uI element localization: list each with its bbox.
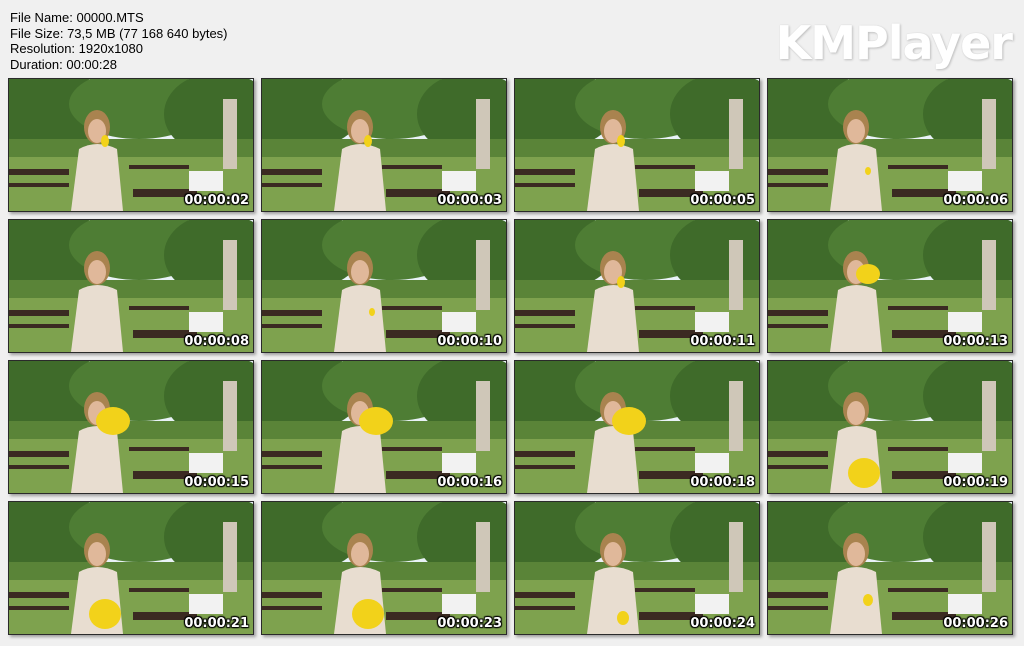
timestamp-label: 00:00:23 [437, 616, 502, 631]
timestamp-label: 00:00:24 [690, 616, 755, 631]
video-frame-image [515, 361, 759, 493]
timestamp-label: 00:00:11 [690, 334, 755, 349]
timestamp-label: 00:00:08 [184, 334, 249, 349]
thumbnail-frame[interactable]: 00:00:03 [261, 78, 507, 212]
file-name-text: File Name: 00000.MTS [10, 10, 144, 25]
timestamp-label: 00:00:06 [943, 193, 1008, 208]
timestamp-label: 00:00:15 [184, 475, 249, 490]
video-frame-image [9, 502, 253, 634]
thumbnail-frame[interactable]: 00:00:11 [514, 219, 760, 353]
video-frame-image [262, 361, 506, 493]
timestamp-label: 00:00:21 [184, 616, 249, 631]
timestamp-label: 00:00:03 [437, 193, 502, 208]
timestamp-label: 00:00:26 [943, 616, 1008, 631]
video-frame-image [768, 361, 1012, 493]
file-info-panel: File Name: 00000.MTS File Size: 73,5 MB … [10, 10, 228, 72]
thumbnail-frame[interactable]: 00:00:08 [8, 219, 254, 353]
video-frame-image [262, 502, 506, 634]
thumbnail-frame[interactable]: 00:00:26 [767, 501, 1013, 635]
timestamp-label: 00:00:16 [437, 475, 502, 490]
video-frame-image [9, 220, 253, 352]
timestamp-label: 00:00:10 [437, 334, 502, 349]
file-size-text: File Size: 73,5 MB (77 168 640 bytes) [10, 25, 228, 41]
video-frame-image [768, 220, 1012, 352]
timestamp-label: 00:00:19 [943, 475, 1008, 490]
thumbnail-frame[interactable]: 00:00:02 [8, 78, 254, 212]
thumbnail-frame[interactable]: 00:00:05 [514, 78, 760, 212]
video-frame-image [9, 361, 253, 493]
thumbnail-frame[interactable]: 00:00:15 [8, 360, 254, 494]
thumbnail-grid: 00:00:02 00:00:03 [8, 78, 1013, 635]
video-frame-image [262, 220, 506, 352]
thumbnail-frame[interactable]: 00:00:10 [261, 219, 507, 353]
timestamp-label: 00:00:18 [690, 475, 755, 490]
resolution-text: Resolution: 1920x1080 [10, 41, 143, 56]
thumbnail-frame[interactable]: 00:00:06 [767, 78, 1013, 212]
video-frame-image [515, 220, 759, 352]
video-frame-image [768, 502, 1012, 634]
thumbnail-frame[interactable]: 00:00:16 [261, 360, 507, 494]
thumbnail-frame[interactable]: 00:00:24 [514, 501, 760, 635]
thumbnail-frame[interactable]: 00:00:23 [261, 501, 507, 635]
duration-text: Duration: 00:00:28 [10, 56, 117, 72]
video-frame-image [515, 79, 759, 211]
timestamp-label: 00:00:02 [184, 193, 249, 208]
video-frame-image [515, 502, 759, 634]
video-frame-image [768, 79, 1012, 211]
video-frame-image [262, 79, 506, 211]
thumbnail-frame[interactable]: 00:00:21 [8, 501, 254, 635]
thumbnail-frame[interactable]: 00:00:19 [767, 360, 1013, 494]
video-frame-image [9, 79, 253, 211]
timestamp-label: 00:00:05 [690, 193, 755, 208]
thumbnail-frame[interactable]: 00:00:18 [514, 360, 760, 494]
kmplayer-logo: KMPlayer [775, 16, 1013, 70]
thumbnail-frame[interactable]: 00:00:13 [767, 219, 1013, 353]
timestamp-label: 00:00:13 [943, 334, 1008, 349]
